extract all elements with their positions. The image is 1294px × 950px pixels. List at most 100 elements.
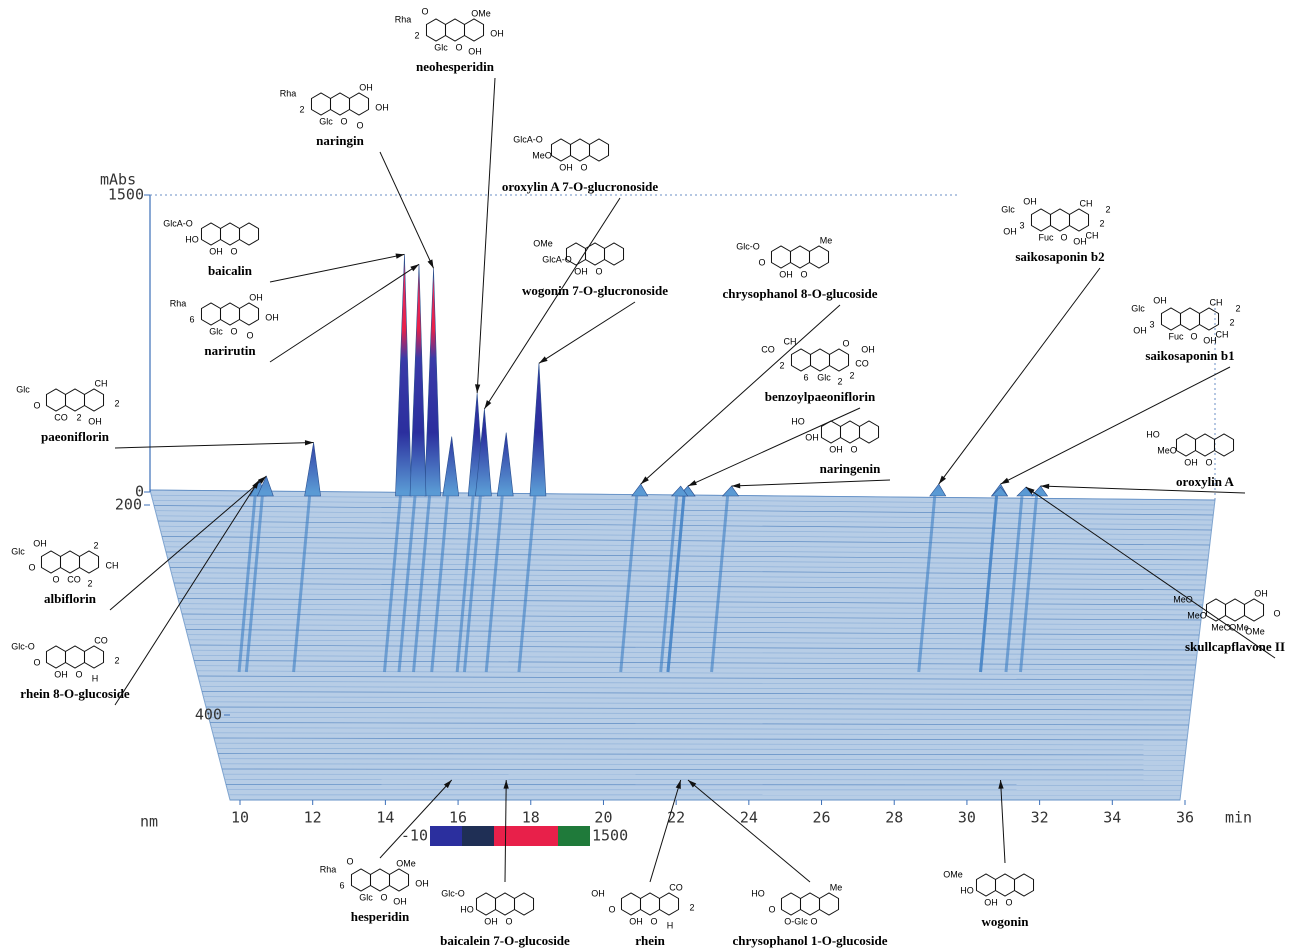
- compound-label: paeoniflorin: [41, 429, 110, 444]
- structure-group: OMe: [533, 238, 553, 248]
- structure-group: OH: [375, 102, 389, 112]
- structure-ring: [220, 303, 239, 325]
- structure-group: OH: [591, 888, 605, 898]
- structure-group: O: [580, 162, 587, 172]
- compound: Rha2GlcOOHOHOnaringin: [280, 82, 389, 148]
- arrow: [115, 443, 314, 449]
- structure-ring: [1214, 434, 1233, 456]
- x-tick-label: 18: [522, 809, 540, 827]
- structure-ring: [1031, 209, 1050, 231]
- structure-group: O: [230, 246, 237, 256]
- structure-group: 2: [87, 578, 92, 588]
- structure-group: Glc: [209, 326, 223, 336]
- structure-group: OH: [574, 266, 588, 276]
- x-tick-label: 14: [376, 809, 394, 827]
- x-tick-label: 28: [885, 809, 903, 827]
- structure-group: O: [850, 444, 857, 454]
- structure-group: CO: [669, 882, 683, 892]
- structure-group: OH: [1153, 295, 1167, 305]
- structure-ring: [771, 246, 790, 268]
- colorbar-label: 1500: [592, 827, 628, 845]
- structure-group: OH: [468, 46, 482, 56]
- structure-group: OH: [88, 416, 102, 426]
- structure-ring: [659, 893, 678, 915]
- structure-group: O: [52, 574, 59, 584]
- structure-ring: [809, 246, 828, 268]
- structure-group: O: [650, 916, 657, 926]
- peak: [723, 486, 739, 496]
- structure-ring: [389, 869, 408, 891]
- structure-group: 6: [339, 880, 344, 890]
- structure-ring: [621, 893, 640, 915]
- structure-group: 2: [1099, 218, 1104, 228]
- structure-group: 2: [849, 370, 854, 380]
- structure-group: O: [421, 6, 428, 16]
- colorbar-segment: [494, 826, 526, 846]
- structure-group: O: [1005, 897, 1012, 907]
- structure-ring: [41, 551, 60, 573]
- compound-label: naringin: [316, 133, 364, 148]
- structure-ring: [1199, 308, 1218, 330]
- structure-group: Rha: [320, 864, 337, 874]
- compound-label: wogonin: [982, 914, 1030, 929]
- structure-group: O: [1205, 457, 1212, 467]
- structure-group: 2: [93, 540, 98, 550]
- x-tick-label: 20: [594, 809, 612, 827]
- structure-ring: [976, 874, 995, 896]
- peak: [930, 484, 946, 496]
- structure-group: Glc: [1131, 303, 1145, 313]
- structure-ring: [859, 421, 878, 443]
- compound-label: saikosaponin b1: [1145, 348, 1234, 363]
- structure-ring: [349, 93, 368, 115]
- structure-group: O: [33, 657, 40, 667]
- compound: GlcA-OMeOOHOoroxylin A 7-O-glucronoside: [502, 134, 658, 194]
- structure-ring: [370, 869, 389, 891]
- structure-group: O: [346, 856, 353, 866]
- structure-ring: [995, 874, 1014, 896]
- structure-group: Glc: [817, 372, 831, 382]
- structure-group: OMe: [943, 869, 963, 879]
- arrow: [484, 198, 620, 409]
- structure-group: Rha: [280, 88, 297, 98]
- peak: [443, 437, 459, 496]
- colorbar-segment: [558, 826, 590, 846]
- structure-group: Glc: [434, 42, 448, 52]
- z-tick-label: 1500: [108, 186, 144, 204]
- structure-group: OH: [1133, 325, 1147, 335]
- structure-group: OH: [629, 916, 643, 926]
- structure-group: 3: [1019, 220, 1024, 230]
- structure-group: O: [1190, 331, 1197, 341]
- peak: [395, 254, 411, 496]
- structure-ring: [604, 243, 623, 265]
- structure-group: 2: [114, 398, 119, 408]
- peak: [632, 484, 648, 496]
- compound: OMeGlcA-OOHOwogonin 7-O-glucronoside: [522, 238, 668, 298]
- structure-group: CH: [1210, 297, 1223, 307]
- structure-ring: [790, 246, 809, 268]
- structure-group: OMe: [1245, 626, 1265, 636]
- structure-ring: [464, 19, 483, 41]
- compound: OHOOHOCO2Hrhein: [591, 882, 694, 948]
- structure-group: OH: [484, 916, 498, 926]
- structure-group: OH: [779, 269, 793, 279]
- compound-label: oroxylin A 7-O-glucronoside: [502, 179, 658, 194]
- structure-ring: [819, 893, 838, 915]
- structure-group: MeO: [1187, 610, 1207, 620]
- structure-ring: [570, 139, 589, 161]
- arrow: [732, 480, 890, 486]
- structure-group: HO: [960, 885, 974, 895]
- structure-ring: [1069, 209, 1088, 231]
- structure-group: O: [1060, 232, 1067, 242]
- chromatogram-figure: mAbs nm min 0150020040010121416182022242…: [0, 0, 1294, 950]
- structure-group: 2: [689, 902, 694, 912]
- structure-group: 2: [76, 412, 81, 422]
- compound-label: neohesperidin: [416, 59, 495, 74]
- structure-group: CH: [106, 560, 119, 570]
- x-axis-label: min: [1225, 809, 1252, 827]
- structure-group: O: [340, 116, 347, 126]
- structure-group: CH: [1086, 230, 1099, 240]
- y-tick-label: 200: [115, 496, 142, 514]
